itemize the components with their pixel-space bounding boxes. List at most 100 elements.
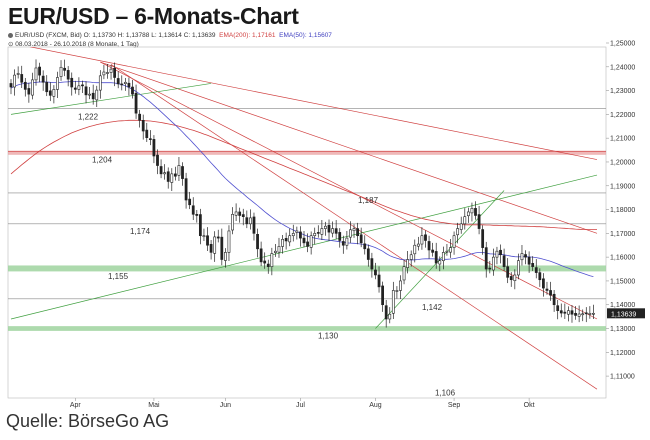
x-tick-label: Mai [148,402,160,409]
y-tick-label: 1,14000 [610,302,635,309]
support-trendline [10,83,212,115]
candle-body [249,217,252,225]
level-label: 1,155 [108,272,129,281]
candle-body [359,234,363,244]
candle-body [259,248,263,263]
candle-body [224,252,227,261]
candle-body [584,312,588,315]
candle-body [399,280,402,291]
candle-body [38,66,41,76]
candle-body [384,305,388,320]
candle-body [577,313,581,317]
y-tick-label: 1,17000 [610,231,635,238]
candle-body [513,274,517,281]
candle-body [459,223,463,230]
candle-body [391,290,395,314]
candle-body [316,232,320,234]
candle-body [109,68,113,73]
y-tick-label: 1,11000 [610,374,635,381]
plot-frame [7,46,607,399]
candle-body [77,85,81,90]
candle-body [141,120,145,132]
candle-body [431,249,435,253]
candle-body [288,235,292,243]
candle-body [352,228,356,232]
candle-body [163,172,167,175]
y-tick-label: 1,15000 [610,278,635,285]
candle-body [23,81,27,90]
candle-body [41,75,45,83]
candle-body [148,138,152,140]
candle-body [181,166,184,179]
candle-body [9,83,13,88]
candle-body [309,235,313,248]
candle-body [281,238,284,247]
candle-body [31,79,34,96]
candle-body [356,228,359,237]
period-label: 08.03.2018 - 26.10.2018 (8 Monate, 1 Tag… [15,41,139,48]
candle-body [402,266,406,281]
y-tick-label: 1,12000 [610,350,635,357]
level-label: 1,106 [435,389,456,398]
candle-body [173,173,177,177]
candle-body [134,92,138,114]
candle-body [366,248,370,260]
candle-body [452,235,456,248]
x-tick-label: Okt [524,402,535,409]
y-tick-label: 1,24000 [610,64,635,71]
y-tick-label: 1,23000 [610,88,635,95]
candle-body [27,88,31,95]
resistance-trendline [100,61,598,320]
candle-body [341,241,345,246]
candle-body [559,310,563,314]
candle-body [517,260,520,276]
candle-body [524,254,527,258]
candle-body [66,70,70,80]
candle-body [266,263,270,267]
candle-body [191,205,195,215]
level-label: 1,204 [92,155,113,164]
y-tick-label: 1,22000 [610,112,635,119]
level-label: 1,130 [318,332,339,341]
candle-body [427,241,431,251]
candle-body [363,243,367,250]
instrument-info: EUR/USD (FXCM, Bid) O: 1,13730 H: 1,1378… [8,32,332,39]
candle-body [549,290,552,296]
source-label: Quelle: BörseGo AG [6,411,170,431]
ema50-legend: EMA(50): 1,15607 [279,32,332,39]
candle-body [81,84,84,87]
candle-body [159,166,163,175]
candle-body [295,230,299,233]
candle-body [234,211,238,216]
candle-body [313,233,317,237]
candle-body [474,208,477,216]
candle-body [152,139,156,157]
candle-body [320,228,324,235]
candle-body [420,235,424,245]
candle-body [145,129,149,138]
candle-body [463,216,467,225]
instrument-label: EUR/USD (FXCM, Bid) [15,32,82,39]
candle-body [48,90,52,96]
candle-body [245,217,249,225]
candle-body [195,214,199,216]
candle-body [445,250,449,253]
candle-body [302,237,306,244]
period-info: ⊙ 08.03.2018 - 26.10.2018 (8 Monate, 1 T… [8,40,139,48]
candle-body [306,241,309,247]
ohlc-values: O: 1,13730 H: 1,13788 L: 1,13614 C: 1,13… [83,32,216,39]
y-tick-label: 1,18000 [610,207,635,214]
candle-body [209,243,213,253]
level-label: 1,222 [78,113,99,122]
candle-body [567,310,570,315]
candle-body [98,75,102,91]
candle-body [123,81,127,84]
resistance-trendline [29,47,598,160]
candle-body [274,250,277,253]
candle-body [52,89,56,97]
candle-body [491,256,495,271]
candle-body [327,224,331,233]
candle-body [488,267,492,270]
candle-body [495,250,499,258]
